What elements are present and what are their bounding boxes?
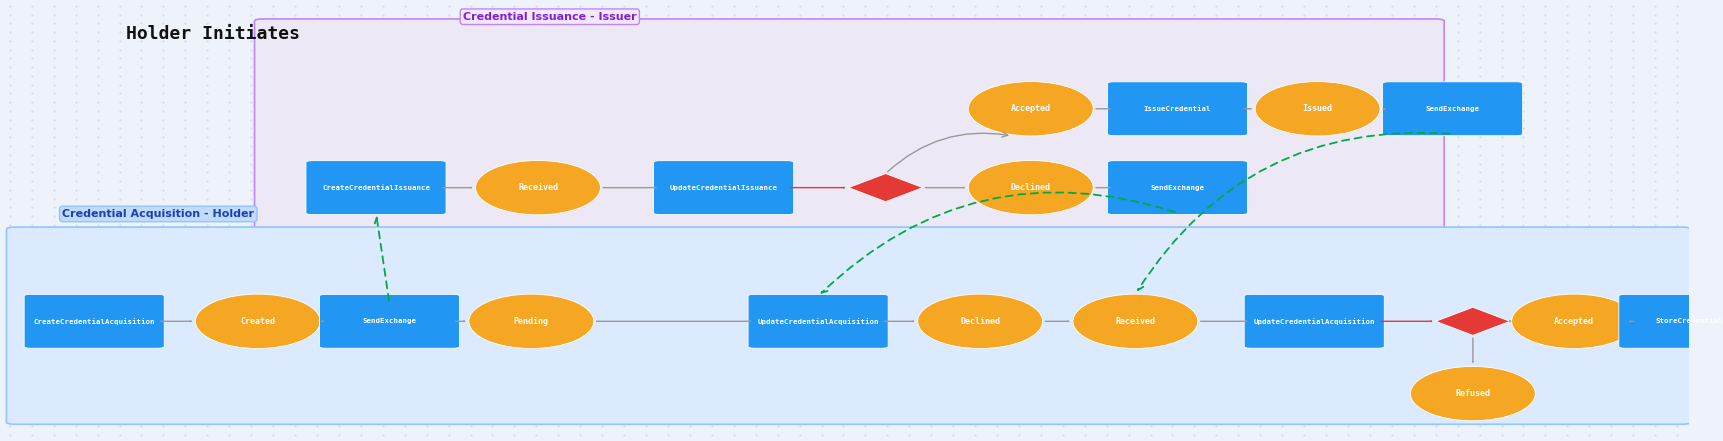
Ellipse shape — [968, 161, 1092, 215]
Ellipse shape — [469, 294, 593, 348]
FancyBboxPatch shape — [1106, 161, 1247, 215]
Ellipse shape — [1254, 82, 1378, 136]
Text: Received: Received — [517, 183, 558, 192]
Text: UpdateCredentialAcquisition: UpdateCredentialAcquisition — [1253, 318, 1375, 325]
Ellipse shape — [1072, 294, 1197, 348]
Text: Refused: Refused — [1454, 389, 1489, 398]
Text: UpdateCredentialIssuance: UpdateCredentialIssuance — [669, 184, 777, 191]
FancyArrowPatch shape — [789, 187, 844, 188]
FancyArrowPatch shape — [1096, 108, 1110, 109]
FancyArrowPatch shape — [1382, 108, 1384, 109]
Ellipse shape — [476, 161, 600, 215]
Polygon shape — [848, 174, 922, 202]
Text: Declined: Declined — [960, 317, 999, 326]
Ellipse shape — [968, 82, 1092, 136]
Text: IssueCredential: IssueCredential — [1142, 106, 1211, 112]
FancyArrowPatch shape — [1096, 187, 1110, 188]
FancyBboxPatch shape — [24, 294, 164, 348]
Text: Created: Created — [239, 317, 276, 326]
Text: CreateCredentialIssuance: CreateCredentialIssuance — [322, 185, 429, 191]
FancyBboxPatch shape — [748, 294, 887, 348]
FancyArrowPatch shape — [1242, 108, 1251, 109]
Text: Issued: Issued — [1303, 104, 1332, 113]
Text: UpdateCredentialAcquisition: UpdateCredentialAcquisition — [756, 318, 879, 325]
FancyArrowPatch shape — [441, 187, 470, 188]
Ellipse shape — [1409, 366, 1535, 421]
Text: Declined: Declined — [1010, 183, 1049, 192]
Text: Received: Received — [1115, 317, 1154, 326]
Polygon shape — [1435, 307, 1509, 335]
FancyBboxPatch shape — [653, 161, 793, 215]
Ellipse shape — [917, 294, 1042, 348]
FancyBboxPatch shape — [255, 19, 1444, 363]
Text: Pending: Pending — [513, 317, 548, 326]
FancyArrowPatch shape — [925, 187, 963, 188]
FancyBboxPatch shape — [1618, 294, 1723, 348]
Text: CreateCredentialAcquisition: CreateCredentialAcquisition — [33, 318, 155, 325]
Text: Holder Initiates: Holder Initiates — [126, 25, 300, 43]
Text: SendExchange: SendExchange — [1149, 185, 1204, 191]
FancyBboxPatch shape — [305, 161, 446, 215]
Ellipse shape — [1511, 294, 1635, 348]
Text: SendExchange: SendExchange — [1425, 106, 1478, 112]
Text: Credential Issuance - Issuer: Credential Issuance - Issuer — [463, 12, 636, 22]
FancyBboxPatch shape — [319, 294, 460, 348]
FancyBboxPatch shape — [1244, 294, 1384, 348]
FancyBboxPatch shape — [7, 227, 1690, 424]
FancyBboxPatch shape — [1382, 82, 1521, 136]
Text: Credential Acquisition - Holder: Credential Acquisition - Holder — [62, 209, 255, 219]
FancyBboxPatch shape — [1106, 82, 1247, 136]
Text: SendExchange: SendExchange — [362, 318, 417, 324]
Text: Accepted: Accepted — [1010, 104, 1049, 113]
Text: Accepted: Accepted — [1552, 317, 1594, 326]
FancyArrowPatch shape — [603, 187, 656, 188]
Text: StoreCredential: StoreCredential — [1654, 318, 1721, 324]
Ellipse shape — [195, 294, 320, 348]
